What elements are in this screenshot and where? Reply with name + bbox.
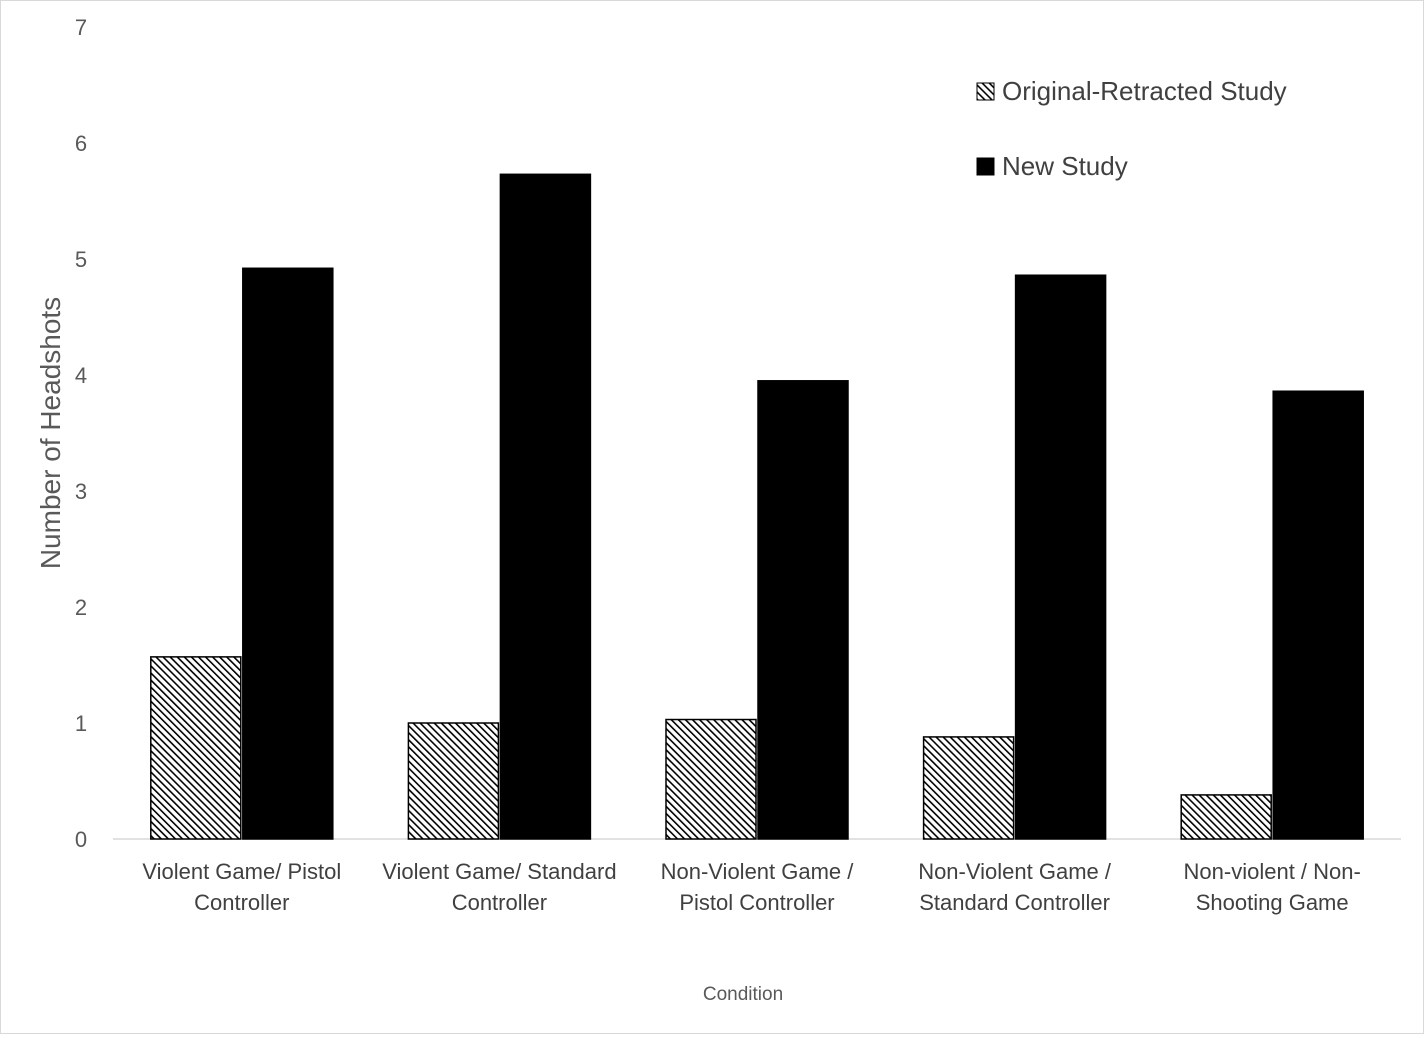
y-tick-label: 4 bbox=[75, 363, 87, 388]
x-axis-categories: Violent Game/ Pistol Controller Violent Ga… bbox=[142, 859, 1361, 915]
legend-label-original-retracted: Original-Retracted Study bbox=[1002, 76, 1287, 106]
y-tick-label: 0 bbox=[75, 827, 87, 852]
x-tick-label: Non-Violent Game / Pistol Controller bbox=[661, 859, 855, 915]
bar-new-study bbox=[242, 267, 334, 840]
bar-original-retracted bbox=[665, 718, 757, 840]
x-tick-label: Non-Violent Game / Standard Controller bbox=[918, 859, 1112, 915]
bar-original-retracted bbox=[150, 656, 242, 840]
y-tick-label: 3 bbox=[75, 479, 87, 504]
bars-group bbox=[150, 173, 1364, 840]
legend-swatch-new-study bbox=[976, 157, 995, 176]
y-axis-ticks: 0 1 2 3 4 5 6 7 bbox=[75, 15, 87, 852]
bar-original-retracted bbox=[407, 722, 500, 840]
y-tick-label: 1 bbox=[75, 711, 87, 736]
legend-swatch-original-retracted bbox=[976, 82, 995, 101]
y-axis-title: Number of Headshots bbox=[35, 297, 66, 569]
y-tick-label: 5 bbox=[75, 247, 87, 272]
x-tick-label: Violent Game/ Standard Controller bbox=[382, 859, 616, 915]
x-axis-title: Condition bbox=[703, 984, 783, 1005]
legend: Original-Retracted Study New Study bbox=[976, 76, 1287, 181]
bar-new-study bbox=[1014, 274, 1107, 840]
y-tick-label: 7 bbox=[75, 15, 87, 40]
bar-new-study bbox=[1272, 390, 1364, 840]
x-tick-label: Violent Game/ Pistol Controller bbox=[142, 859, 341, 915]
bar-new-study bbox=[757, 380, 849, 840]
y-tick-label: 2 bbox=[75, 595, 87, 620]
y-tick-label: 6 bbox=[75, 131, 87, 156]
bar-original-retracted bbox=[922, 736, 1015, 840]
x-tick-label: Non-violent / Non-Shooting Game bbox=[1184, 859, 1361, 915]
bar-new-study bbox=[499, 173, 592, 840]
legend-label-new-study: New Study bbox=[1002, 151, 1128, 181]
bar-original-retracted bbox=[1180, 794, 1272, 840]
